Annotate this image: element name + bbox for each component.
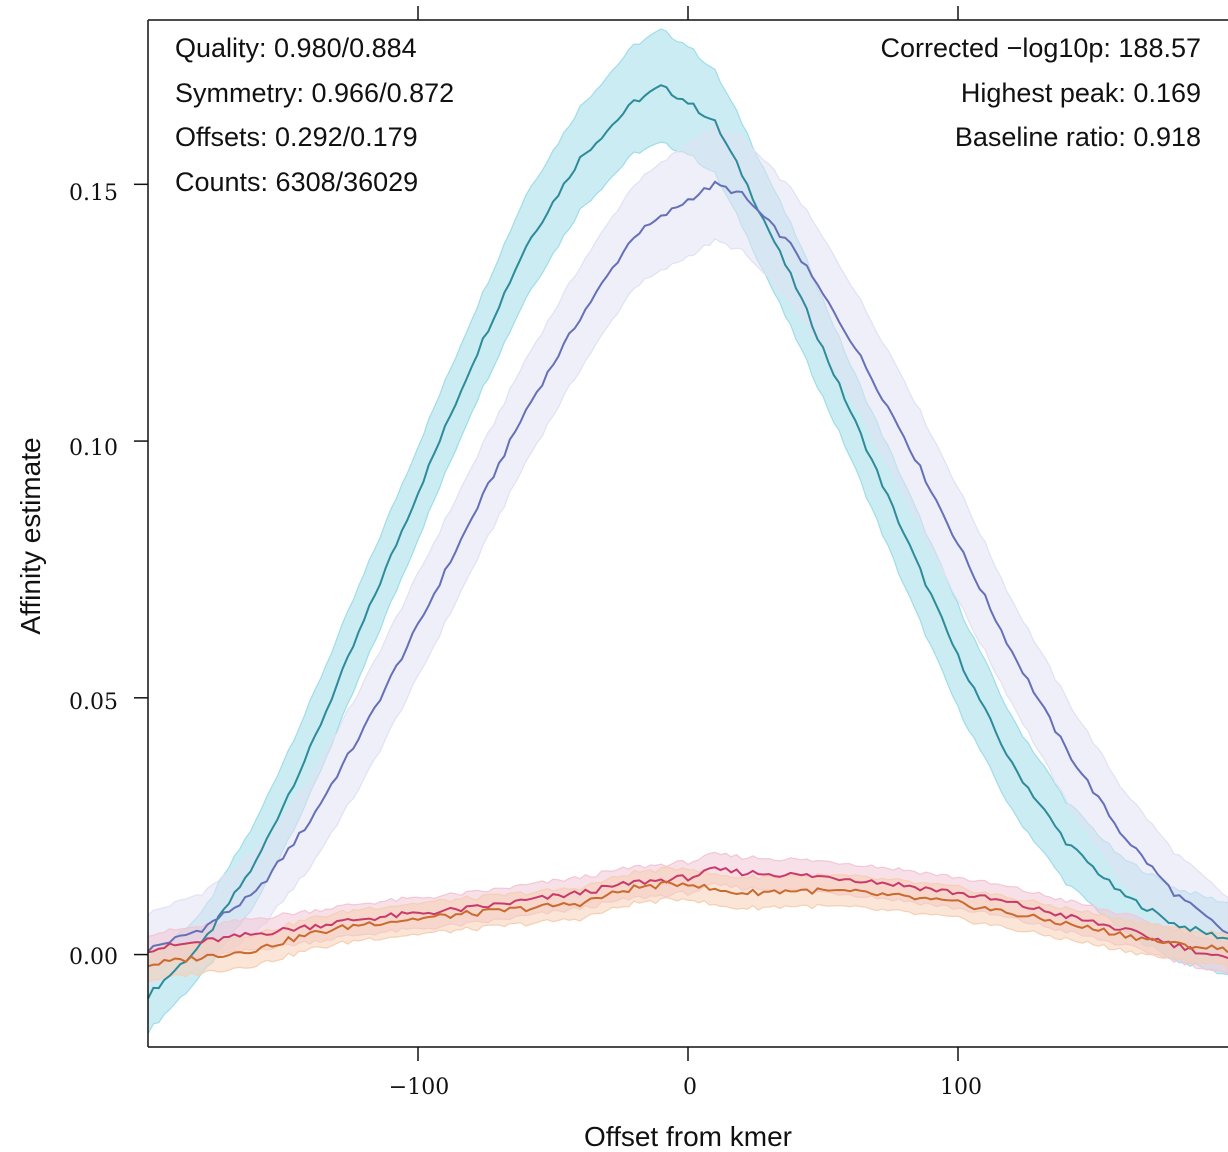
confidence-bands — [147, 28, 1228, 1035]
x-tick-label: −100 — [389, 1075, 449, 1100]
series-2-line — [147, 180, 1228, 953]
x-tick-label: 100 — [940, 1075, 982, 1100]
y-axis-title: Affinity estimate — [15, 437, 46, 634]
series-3-line — [147, 866, 1228, 960]
series-4-line — [147, 880, 1228, 968]
annotation-highest-peak: Highest peak: 0.169 — [961, 78, 1201, 108]
annotation-baseline-ratio: Baseline ratio: 0.918 — [955, 122, 1201, 152]
series-1-line — [147, 84, 1228, 1000]
series-1-band — [147, 28, 1228, 1035]
axis-ticks — [134, 6, 959, 1061]
x-axis-title: Offset from kmer — [584, 1121, 792, 1152]
annotation-offsets: Offsets: 0.292/0.179 — [175, 122, 418, 152]
y-tick-label: 0.00 — [69, 945, 118, 970]
annotation-corrected-pvalue: Corrected −log10p: 188.57 — [881, 33, 1201, 63]
y-tick-label: 0.10 — [69, 436, 118, 461]
series-4-band — [147, 866, 1228, 983]
annotation-counts: Counts: 6308/36029 — [175, 167, 418, 197]
annotation-symmetry: Symmetry: 0.966/0.872 — [175, 78, 454, 108]
y-tick-label: 0.15 — [69, 181, 118, 206]
series-2-band — [147, 125, 1228, 989]
x-tick-label: 0 — [683, 1075, 697, 1100]
annotation-quality: Quality: 0.980/0.884 — [175, 33, 417, 63]
y-tick-label: 0.05 — [69, 690, 118, 715]
series-lines — [147, 84, 1228, 1000]
